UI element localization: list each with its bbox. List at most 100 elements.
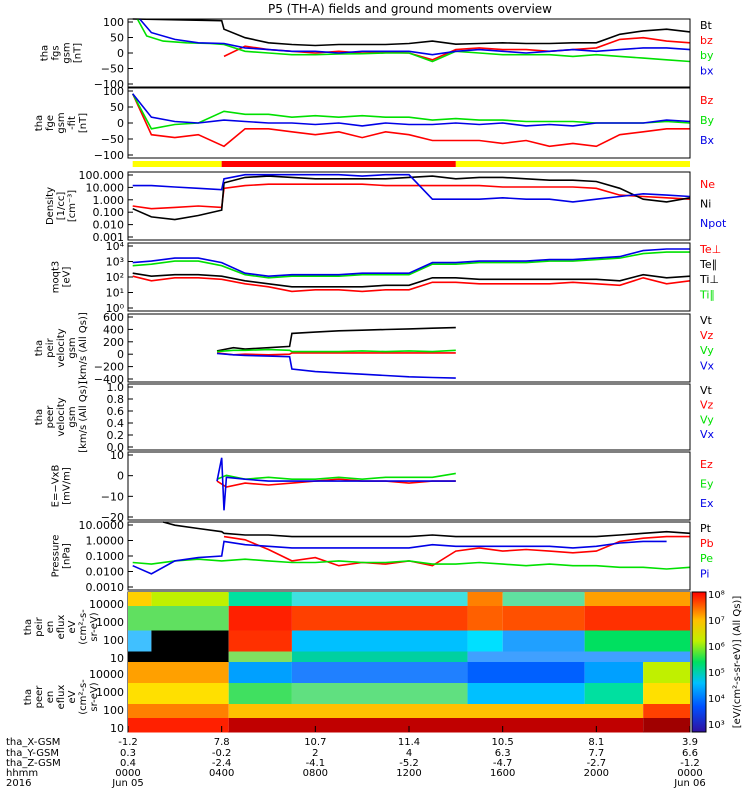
series-pressure-Pe [132, 558, 691, 570]
ytick-label: 50 [110, 101, 124, 114]
legend-Vx: Vx [700, 359, 715, 372]
ylabel-line: eV [67, 620, 78, 633]
series-fgs-bx [139, 18, 691, 56]
panel-frame-temperature [127, 242, 691, 312]
ytick-label: 10000 [89, 668, 124, 681]
heat-cell [151, 630, 229, 652]
legend-by: by [700, 49, 714, 62]
series-efield-Ez [216, 478, 456, 488]
legend-Pe: Pe [700, 552, 713, 565]
ephem-time: 0400 [209, 768, 234, 779]
heat-cell [228, 651, 292, 663]
ylabel-line: [km/s (All Qs)] [78, 381, 89, 453]
ytick-label: 0.1000 [86, 550, 125, 563]
ytick-label: 100 [103, 85, 124, 98]
ylabel-line: tha [40, 45, 51, 61]
ephem-row-label: hhmm [6, 768, 38, 779]
ylabel-line: -fit [67, 116, 78, 130]
heat-cell [643, 718, 690, 733]
ytick-label: 0 [117, 117, 124, 130]
series-efield-Ey [216, 472, 456, 481]
series-pressure-Pt [162, 521, 691, 538]
legend-Ne: Ne [700, 178, 715, 191]
ephem-x: -1.2 [118, 737, 138, 748]
legend-Ti∥: Ti∥ [699, 288, 715, 301]
series-density-Ne [132, 183, 691, 210]
legend-bx: bx [700, 64, 714, 77]
ytick-label: 10 [110, 652, 124, 665]
legend-Ez: Ez [700, 458, 713, 471]
ylabel-line: eflux [56, 685, 67, 710]
ytick-label: 10.000 [86, 181, 125, 194]
ephem-row-label: tha_X-GSM [6, 737, 60, 748]
heatmap-peer [128, 662, 690, 733]
ytick-label: 1.0 [107, 381, 125, 394]
ytick-label: 10 [110, 449, 124, 462]
heat-cell [228, 592, 292, 607]
legend-Pi: Pi [700, 567, 709, 580]
legend-Ti⊥: Ti⊥ [699, 273, 719, 286]
ytick-label: 600 [103, 311, 124, 324]
ytick-label: 400 [103, 323, 124, 336]
legend-Vt: Vt [700, 384, 713, 397]
ytick-label: 100 [103, 16, 124, 29]
ytick-label: 10¹ [106, 287, 124, 300]
series-temperature-Ti∥ [132, 251, 690, 279]
ytick-label: −10 [101, 490, 124, 503]
series-temperature-Ti⊥b [132, 248, 690, 278]
ytick-label: 100 [103, 634, 124, 647]
heat-cell [643, 683, 690, 705]
spectrogram-group [128, 592, 690, 733]
heat-cell [584, 630, 690, 652]
series-fgs-Bt [132, 18, 691, 47]
series-temperature-Te∥ [132, 272, 691, 288]
ylabel-line: peer [34, 685, 45, 709]
legend-Vx: Vx [700, 428, 715, 441]
legend-Vz: Vz [700, 329, 714, 342]
ytick-label: 1.000 [93, 194, 125, 207]
heat-cell [228, 662, 292, 684]
colorbar-label: [eV/(cm²-s-sr-eV)] (All Qs)] [732, 596, 743, 729]
heat-cell [502, 606, 585, 631]
ephem-y: -0.2 [212, 748, 232, 759]
ytick-label: 0.2 [107, 429, 125, 442]
panel-peer_vel: 1.00.80.60.40.20.0 tha peer velocity gsm [km/… [34, 381, 715, 454]
panel-pressure: 10.0000 1.0000 0.1000 0.0100 0.0010 Pressure[… [51, 519, 714, 594]
ylabel-line: fgs [51, 45, 62, 60]
heat-cell [291, 606, 468, 631]
heat-cell [228, 630, 292, 652]
ephem-x: 10.7 [304, 737, 326, 748]
ylabel-line: tha [34, 340, 45, 356]
ylabel-line: gsm [67, 406, 78, 427]
heatmap-peir [128, 592, 690, 663]
colorbar-tick: 10⁵ [708, 668, 725, 679]
legend-Ex: Ex [700, 497, 714, 510]
ylabel-line: gsm [62, 42, 73, 63]
heat-cell [584, 662, 644, 684]
colorbar-label-group: [eV/(cm²-s-sr-eV)] (All Qs)] [732, 596, 743, 729]
series-density-Npot [132, 173, 691, 203]
ytick-label: −400 [94, 373, 124, 386]
legend-Pt: Pt [700, 522, 712, 535]
ytick-label: −100 [94, 78, 124, 91]
ylabel-peer_vel: tha peer velocity gsm [km/s (All Qs)] [34, 381, 89, 453]
ephem-x: 3.9 [682, 737, 698, 748]
ylabel-line: velocity [56, 397, 67, 436]
ytick-label: 10000 [89, 598, 124, 611]
ytick-label: −100 [94, 149, 124, 162]
series-peir_vel-Vx [216, 352, 456, 379]
heat-cell [228, 704, 644, 719]
ephem-date: Jun 06 [673, 778, 706, 789]
ylabel-line: tha [23, 689, 34, 705]
ephem-x: 10.5 [492, 737, 514, 748]
ylabel-line: [1/cc] [56, 192, 67, 221]
ephem-z: -2.7 [587, 758, 607, 769]
ylabel-line: peer [45, 405, 56, 429]
ephem-y: 0.3 [120, 748, 136, 759]
legend-Te⊥: Te⊥ [699, 243, 721, 256]
legend-bz: bz [700, 34, 713, 47]
ephem-time: 1600 [490, 768, 515, 779]
ylabel-line: [nPa] [62, 543, 73, 569]
